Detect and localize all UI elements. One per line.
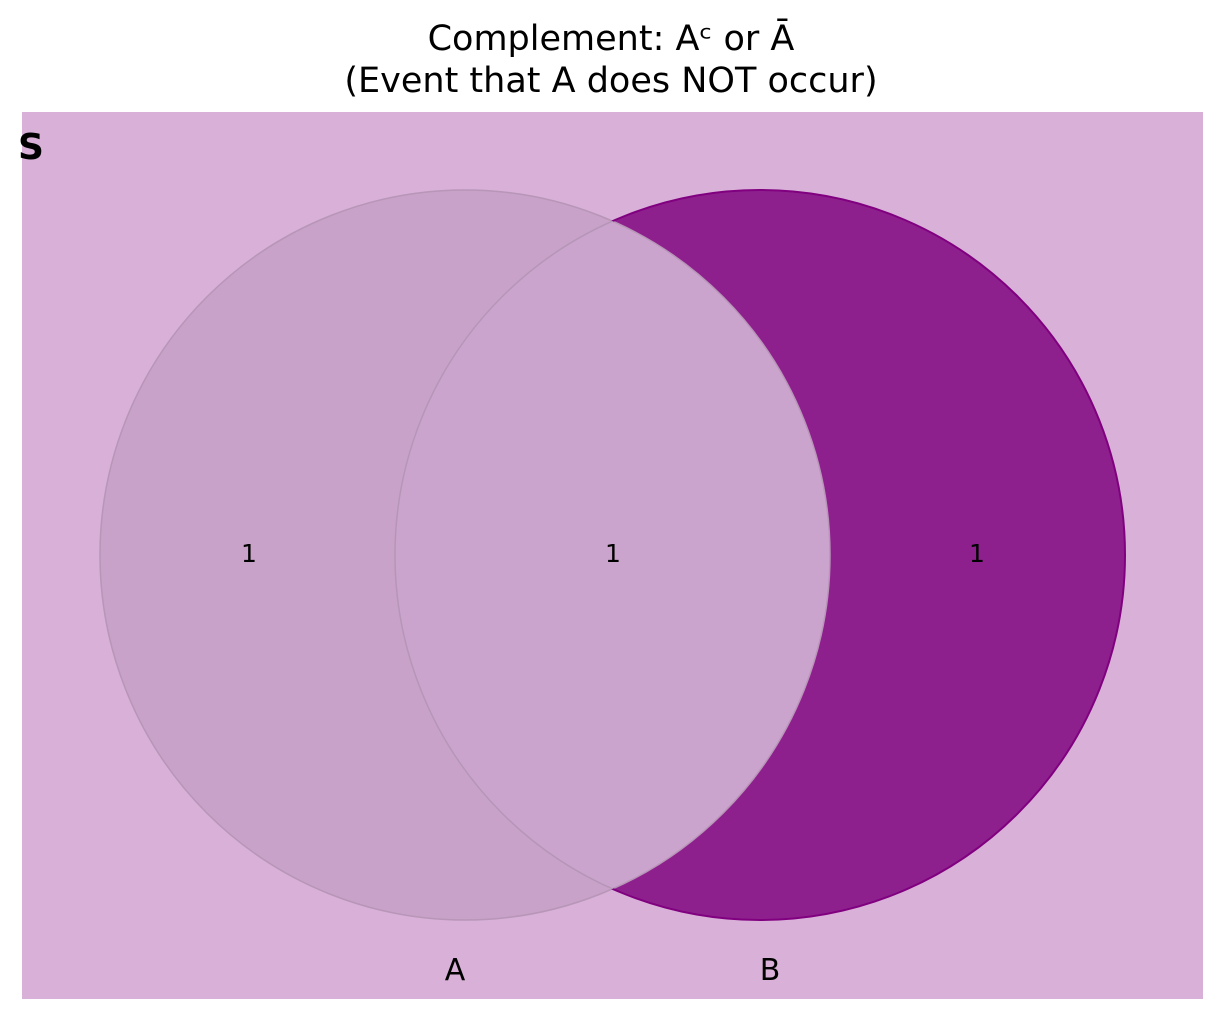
diagram-title: Complement: Aᶜ or Ā (Event that A does N…: [0, 18, 1222, 102]
region-a-only-label: 1: [241, 539, 257, 568]
region-b-only-label: 1: [969, 539, 985, 568]
title-line-1: Complement: Aᶜ or Ā: [427, 19, 795, 59]
circle-a-outline: [99, 189, 831, 921]
set-b-label: B: [760, 953, 781, 988]
b-only-region: [395, 190, 1125, 920]
region-a-and-b-label: 1: [605, 539, 621, 568]
title-line-2: (Event that A does NOT occur): [344, 61, 878, 101]
circle-b-inner-outline: [394, 190, 830, 920]
sample-space-label: S: [18, 127, 44, 168]
set-a-label: A: [445, 953, 466, 988]
